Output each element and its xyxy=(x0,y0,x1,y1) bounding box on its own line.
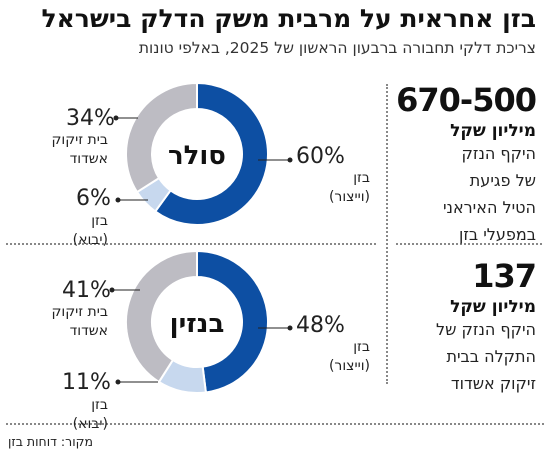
diesel-leader-dot xyxy=(287,157,293,163)
page-subtitle: צריכת דלקי תחבורה ברבעון הראשון של 2025,… xyxy=(138,39,536,57)
gasoline-slice-bazan-prod xyxy=(196,249,269,394)
stat-damage-ashdod-unit: מיליון שקל xyxy=(450,297,536,317)
left-divider xyxy=(6,243,376,245)
diesel-bazan-prod-pct: 60% xyxy=(296,144,345,169)
gasoline-leader-dot xyxy=(287,325,293,331)
diesel-ashdod-pct: 34% xyxy=(66,106,115,131)
gasoline-chart-title: בנזין xyxy=(170,309,225,339)
donut-charts: סולר בנזין xyxy=(109,81,293,394)
right-divider xyxy=(396,243,542,245)
vertical-divider xyxy=(386,84,388,384)
stat-damage-ashdod-desc: היקף הנזק של התקלה בבית זיקוק אשדוד xyxy=(436,320,536,393)
diesel-bazan-prod-label: בזן (וייצור) xyxy=(328,170,370,205)
gasoline-bazan-import-label: בזן (יבוא) xyxy=(72,397,108,432)
gasoline-bazan-prod-pct: 48% xyxy=(296,313,345,338)
gasoline-bazan-import-pct: 11% xyxy=(62,370,111,395)
diesel-chart-title: סולר xyxy=(168,141,226,171)
diesel-bazan-import-label: בזן (יבוא) xyxy=(72,213,108,248)
diesel-leader-dot xyxy=(115,197,121,203)
bottom-divider xyxy=(6,423,544,425)
stat-damage-missile-desc: היקף הנזק של פגיעת הטיל האיראני במפעלי ב… xyxy=(442,144,536,244)
diesel-ashdod-label: בית זיקוק אשדוד xyxy=(51,132,108,167)
gasoline-leader-dot xyxy=(109,287,115,293)
gasoline-bazan-prod-label: בזן (וייצור) xyxy=(328,339,370,374)
gasoline-ashdod-label: בית זיקוק אשדוד xyxy=(51,304,108,339)
page-title: בזן אחראית על מרבית משק הדלק בישראל xyxy=(41,4,536,33)
diesel-bazan-import-pct: 6% xyxy=(76,186,111,211)
stat-damage-ashdod-value: 137 xyxy=(472,257,537,295)
diesel-slice-ashdod xyxy=(125,81,198,194)
source-note: מקור: דוחות בזן xyxy=(8,434,93,449)
stat-damage-missile-unit: מיליון שקל xyxy=(450,121,536,141)
diesel-leader-dot xyxy=(113,115,119,121)
stat-damage-missile-value: 670-500 xyxy=(396,81,537,119)
diesel-slice-bazan-prod xyxy=(153,81,269,226)
gasoline-slice-ashdod xyxy=(125,249,198,384)
gasoline-ashdod-pct: 41% xyxy=(62,278,111,303)
gasoline-leader-dot xyxy=(115,379,121,385)
